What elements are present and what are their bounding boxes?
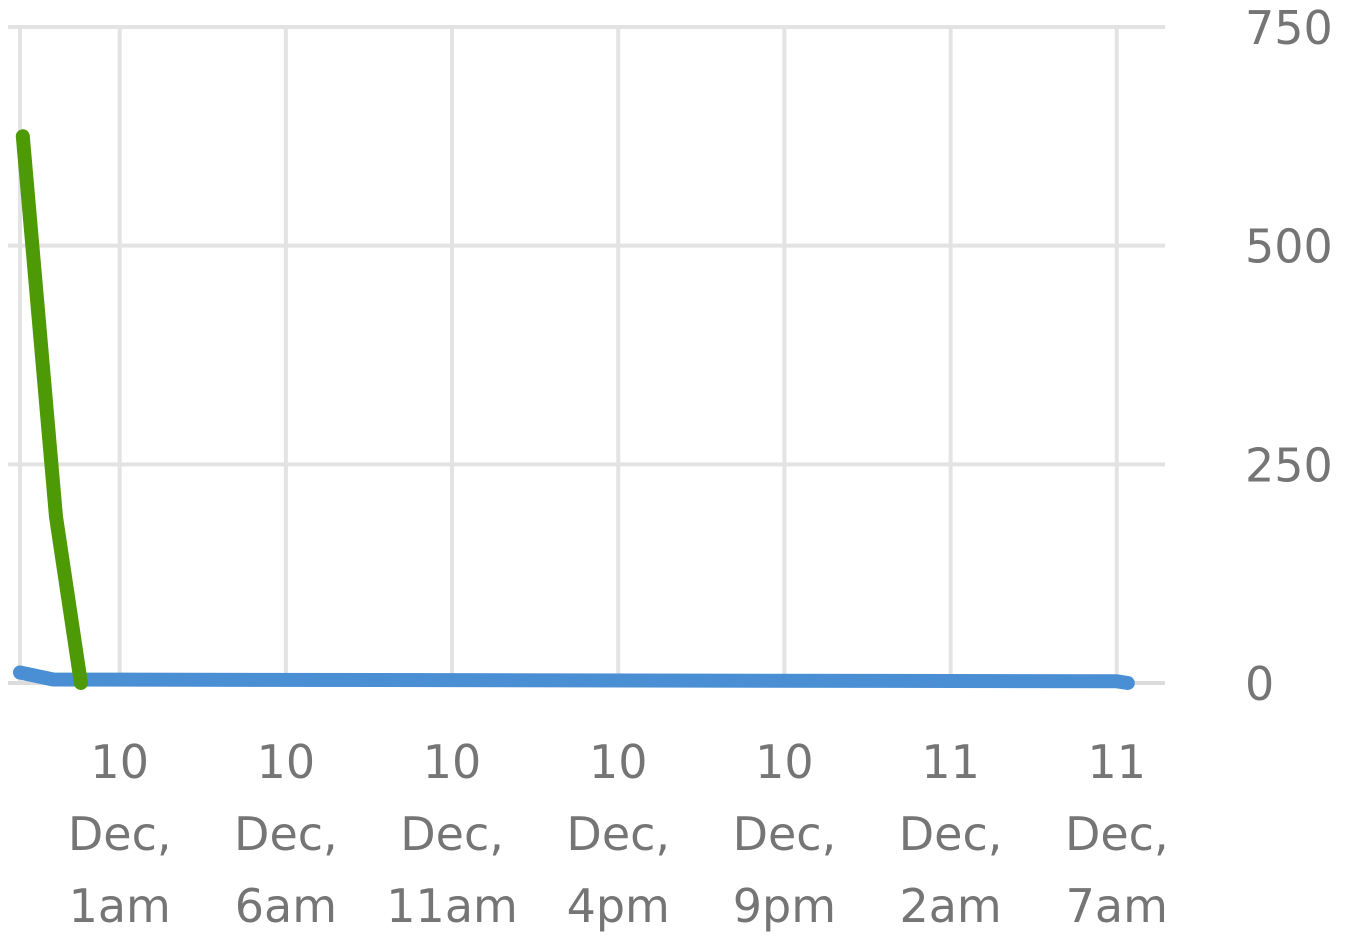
x-tick-label: 10 [423, 735, 482, 789]
x-tick-label: 2am [899, 879, 1001, 933]
y-tick-label: 750 [1245, 1, 1333, 55]
x-tick-label: Dec, [566, 807, 670, 861]
x-tick-label: 9pm [733, 879, 836, 933]
y-axis-labels: 750 500 250 0 [1245, 1, 1333, 711]
x-tick-label: Dec, [400, 807, 504, 861]
x-tick-label: Dec, [899, 807, 1003, 861]
x-tick-label: 10 [257, 735, 316, 789]
x-tick-label: 6am [235, 879, 337, 933]
x-axis-labels: 10 Dec, 1am 10 Dec, 6am 10 Dec, 11am 10 Dec, 4pm 10 D… [68, 735, 1169, 933]
x-tick-label: 10 [589, 735, 648, 789]
x-tick-label: Dec, [68, 807, 172, 861]
series-line-1 [13, 665, 1135, 690]
x-tick-label: Dec, [234, 807, 338, 861]
y-tick-label: 500 [1245, 220, 1333, 274]
series-line-0 [15, 129, 88, 690]
x-tick-label: 10 [755, 735, 814, 789]
chart-series [13, 129, 1135, 690]
x-tick-label: 11 [921, 735, 980, 789]
y-tick-label: 250 [1245, 438, 1333, 492]
x-tick-label: 7am [1066, 879, 1168, 933]
x-tick-label: 11 [1087, 735, 1146, 789]
y-tick-label: 0 [1245, 657, 1274, 711]
x-tick-label: 1am [69, 879, 171, 933]
x-tick-label: 4pm [567, 879, 670, 933]
x-tick-label: Dec, [733, 807, 837, 861]
chart-grid [8, 25, 1165, 685]
x-tick-label: 10 [90, 735, 149, 789]
x-tick-label: 11am [386, 879, 518, 933]
x-tick-label: Dec, [1065, 807, 1169, 861]
